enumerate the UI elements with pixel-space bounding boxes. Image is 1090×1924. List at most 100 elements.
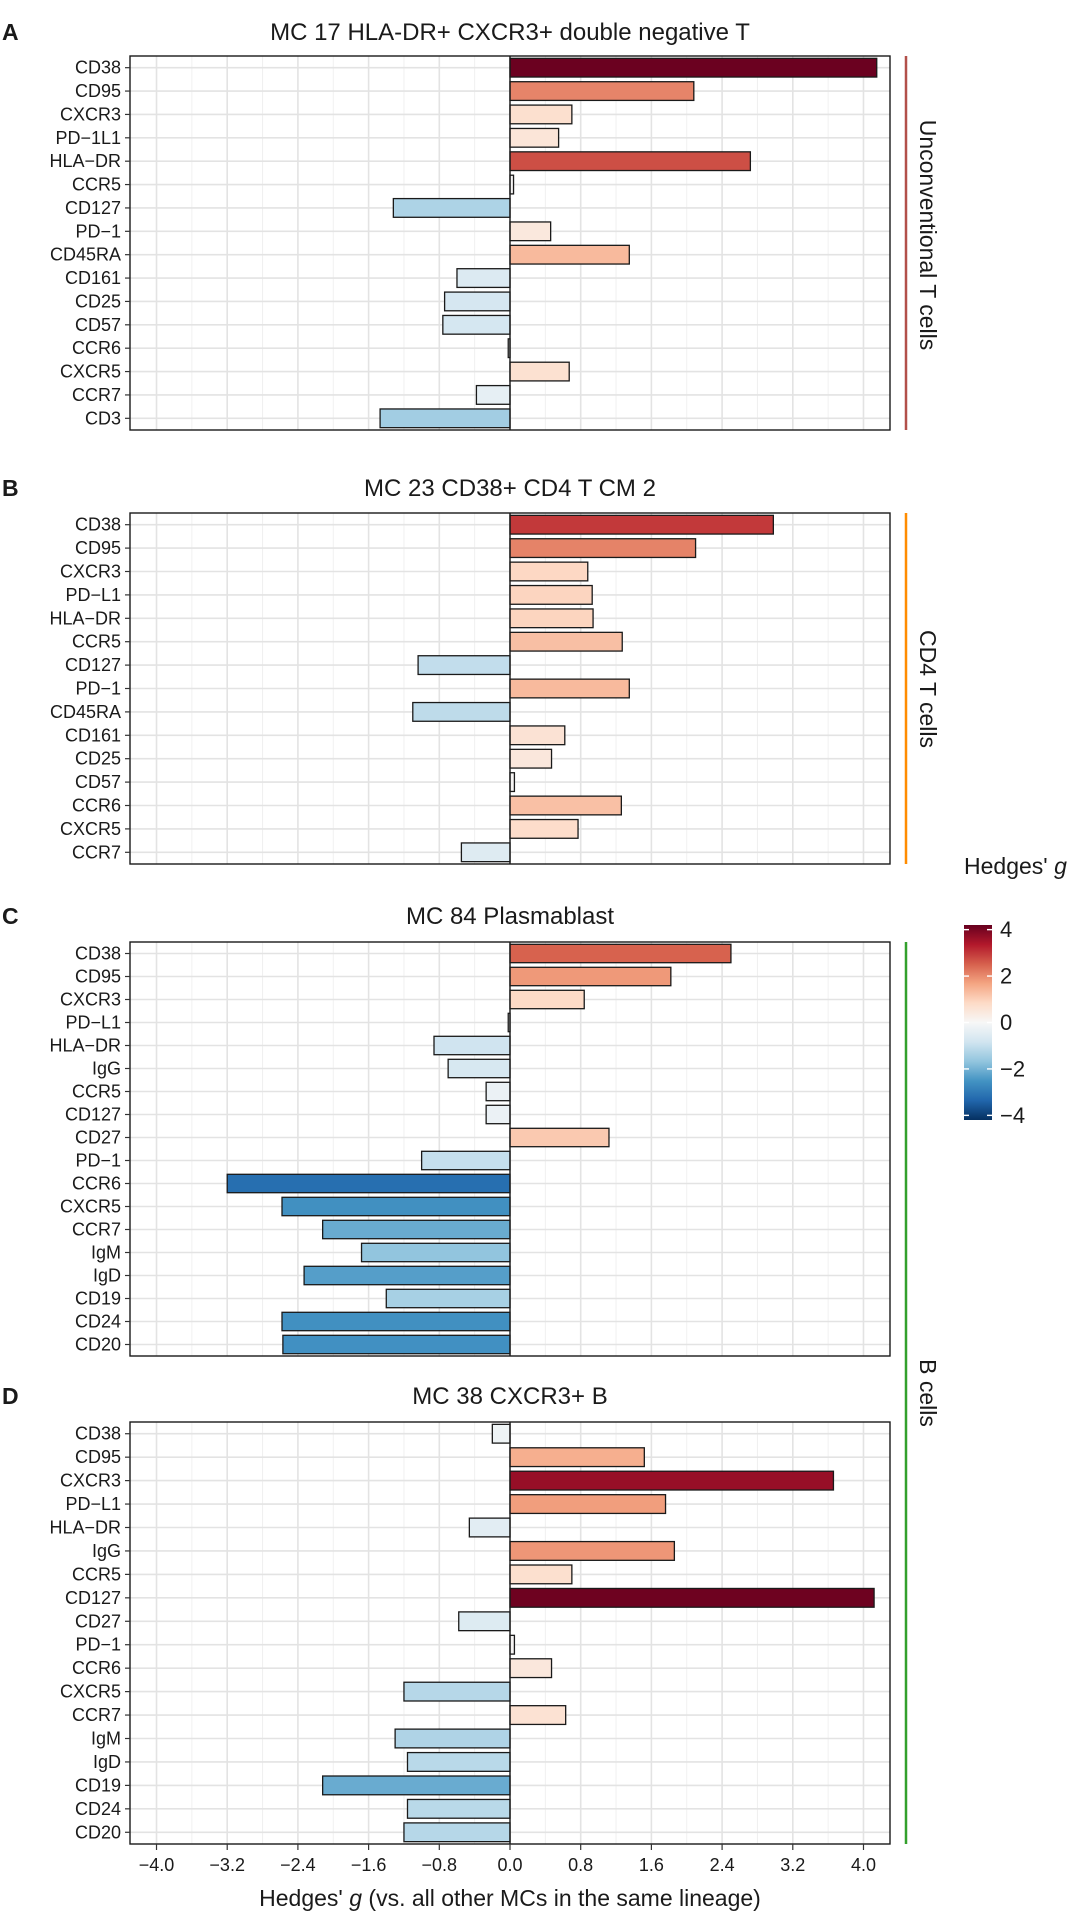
y-tick-label: CXCR3 <box>60 562 121 582</box>
y-tick-label: CXCR5 <box>60 362 121 382</box>
x-tick-label: −4.0 <box>139 1855 175 1875</box>
bar <box>509 725 566 746</box>
bar <box>509 1470 835 1491</box>
y-tick-label: CCR6 <box>72 1174 121 1194</box>
y-tick-label: PD−1 <box>75 1635 121 1655</box>
bar <box>509 608 594 629</box>
x-tick-label: −2.4 <box>280 1855 316 1875</box>
x-tick-label: −0.8 <box>422 1855 458 1875</box>
y-tick-label: CXCR5 <box>60 1197 121 1217</box>
y-tick-label: CD24 <box>75 1799 121 1819</box>
y-tick-label: CD20 <box>75 1335 121 1355</box>
y-tick-label: CD19 <box>75 1775 121 1795</box>
x-tick-label: 4.0 <box>851 1855 876 1875</box>
y-tick-label: HLA−DR <box>49 151 121 171</box>
bar <box>509 748 553 769</box>
x-axis-title-prefix: Hedges' <box>259 1885 349 1911</box>
y-tick-label: CD161 <box>65 268 121 288</box>
panel-b: CD38 CD95 CXCR3 PD−L1 HLA−DR CCR5 CD127 PD−1 CD4… <box>2 475 891 865</box>
y-tick-label: HLA−DR <box>49 1518 121 1538</box>
panel-d: CD38 CD95 CXCR3 PD−L1 HLA−DR IgG CCR5 CD127 CD27… <box>2 1383 891 1845</box>
y-tick-label: CD38 <box>75 944 121 964</box>
bar <box>360 1242 511 1263</box>
bar <box>509 1587 875 1608</box>
y-tick-label: CCR7 <box>72 1705 121 1725</box>
bar <box>460 842 511 863</box>
bar <box>456 268 511 289</box>
bar <box>509 1127 610 1148</box>
x-axis-title-var: g <box>349 1885 362 1911</box>
bar <box>509 514 774 535</box>
bar <box>509 584 593 605</box>
bar <box>322 1219 511 1240</box>
bar <box>509 104 573 125</box>
panel-label: D <box>2 1383 19 1409</box>
y-tick-label: CD25 <box>75 291 121 311</box>
bar <box>509 1447 645 1468</box>
y-tick-label: PD−1 <box>75 1151 121 1171</box>
bar <box>509 818 579 839</box>
y-tick-label: CXCR3 <box>60 990 121 1010</box>
bar <box>420 1150 511 1171</box>
bar <box>509 538 697 559</box>
panel-border <box>129 941 891 1357</box>
y-tick-label: CD127 <box>65 655 121 675</box>
y-tick-label: CCR5 <box>72 632 121 652</box>
y-tick-label: IgD <box>93 1752 121 1772</box>
y-tick-label: CD27 <box>75 1611 121 1631</box>
y-tick-label: CD95 <box>75 81 121 101</box>
y-tick-label: CXCR5 <box>60 819 121 839</box>
bar <box>509 57 878 78</box>
legend-title: Hedges' g <box>964 853 1067 879</box>
bar <box>509 1658 553 1679</box>
bar <box>509 966 672 987</box>
y-tick-label: CD57 <box>75 772 121 792</box>
bar <box>509 361 570 382</box>
bar <box>226 1173 511 1194</box>
bar <box>394 1728 511 1749</box>
x-tick-label: 3.2 <box>780 1855 805 1875</box>
bar <box>412 701 511 722</box>
y-tick-label: CCR7 <box>72 1220 121 1240</box>
y-tick-label: CD24 <box>75 1312 121 1332</box>
y-tick-label: CD3 <box>85 408 121 428</box>
panel-c: CD38 CD95 CXCR3 PD−L1 HLA−DR IgG CCR5 CD127 CD27… <box>2 903 891 1357</box>
y-tick-label: CCR7 <box>72 385 121 405</box>
x-tick-label: 2.4 <box>710 1855 735 1875</box>
y-tick-label: CXCR3 <box>60 1471 121 1491</box>
y-tick-label: CD95 <box>75 1447 121 1467</box>
bar <box>509 221 552 242</box>
bar <box>509 81 695 102</box>
y-tick-label: CD57 <box>75 315 121 335</box>
y-tick-label: HLA−DR <box>49 1036 121 1056</box>
bar <box>458 1611 511 1632</box>
bar <box>406 1751 511 1772</box>
legend-tick-label: −4 <box>1000 1103 1025 1128</box>
panel-title: MC 17 HLA-DR+ CXCR3+ double negative T <box>270 19 750 46</box>
y-tick-label: CCR5 <box>72 1564 121 1584</box>
bar <box>509 1705 567 1726</box>
y-tick-label: CXCR5 <box>60 1682 121 1702</box>
y-tick-label: PD−L1 <box>65 1013 121 1033</box>
bar <box>509 989 585 1010</box>
y-tick-label: CD38 <box>75 515 121 535</box>
y-tick-label: CD27 <box>75 1128 121 1148</box>
y-tick-label: CCR6 <box>72 338 121 358</box>
bar <box>385 1288 511 1309</box>
legend-title-var: g <box>1054 853 1067 879</box>
y-tick-label: CD38 <box>75 58 121 78</box>
legend-tick-label: 0 <box>1000 1010 1012 1035</box>
y-tick-label: CCR6 <box>72 1658 121 1678</box>
legend-tick-label: 2 <box>1000 964 1012 989</box>
bar <box>322 1775 511 1796</box>
y-tick-label: CD19 <box>75 1289 121 1309</box>
panel-title: MC 84 Plasmablast <box>406 903 614 930</box>
bar <box>491 1423 511 1444</box>
bar <box>475 384 511 405</box>
bar <box>392 197 511 218</box>
bar <box>447 1058 511 1079</box>
y-tick-label: PD−L1 <box>65 1494 121 1514</box>
panel-a: CD38 CD95 CXCR3 PD−1L1 HLA−DR CCR5 CD127 PD−1 CD… <box>2 19 891 431</box>
